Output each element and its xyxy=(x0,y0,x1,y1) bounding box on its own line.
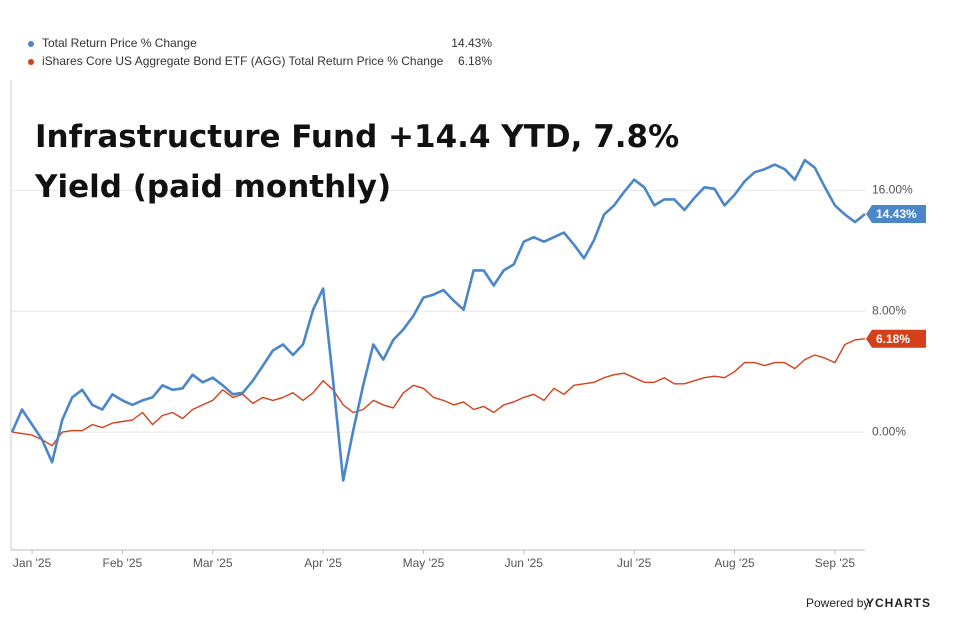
x-tick-label: Jan '25 xyxy=(13,556,52,570)
x-tick-label: Mar '25 xyxy=(193,556,233,570)
x-tick-label: Sep '25 xyxy=(815,556,856,570)
end-label: 14.43% xyxy=(866,205,926,224)
legend-value: 14.43% xyxy=(451,36,492,50)
x-tick-label: Jul '25 xyxy=(617,556,652,570)
brand-logo: YCHARTS xyxy=(866,596,931,610)
y-tick-label: 16.00% xyxy=(872,182,913,196)
end-label-box xyxy=(866,205,926,224)
end-label: 6.18% xyxy=(866,329,926,348)
legend-marker xyxy=(28,59,34,65)
legend-marker xyxy=(28,41,34,47)
x-tick-label: Jun '25 xyxy=(505,556,544,570)
x-tick-label: May '25 xyxy=(403,556,445,570)
y-tick-label: 0.00% xyxy=(872,424,906,438)
series-line xyxy=(11,338,866,447)
x-tick-label: Aug '25 xyxy=(714,556,755,570)
legend-label: iShares Core US Aggregate Bond ETF (AGG)… xyxy=(42,54,444,68)
y-tick-label: 8.00% xyxy=(872,303,906,317)
x-tick-label: Apr '25 xyxy=(304,556,342,570)
chart-title: Infrastructure Fund +14.4 YTD, 7.8% Yiel… xyxy=(35,119,680,205)
end-label-text: 6.18% xyxy=(876,332,910,346)
legend-label: Total Return Price % Change xyxy=(42,36,197,50)
series-line xyxy=(10,158,866,482)
end-label-text: 14.43% xyxy=(876,207,917,221)
credit-text: Powered by xyxy=(806,596,869,610)
x-tick-label: Feb '25 xyxy=(103,556,143,570)
end-label-box xyxy=(866,329,926,348)
legend-value: 6.18% xyxy=(458,54,492,68)
